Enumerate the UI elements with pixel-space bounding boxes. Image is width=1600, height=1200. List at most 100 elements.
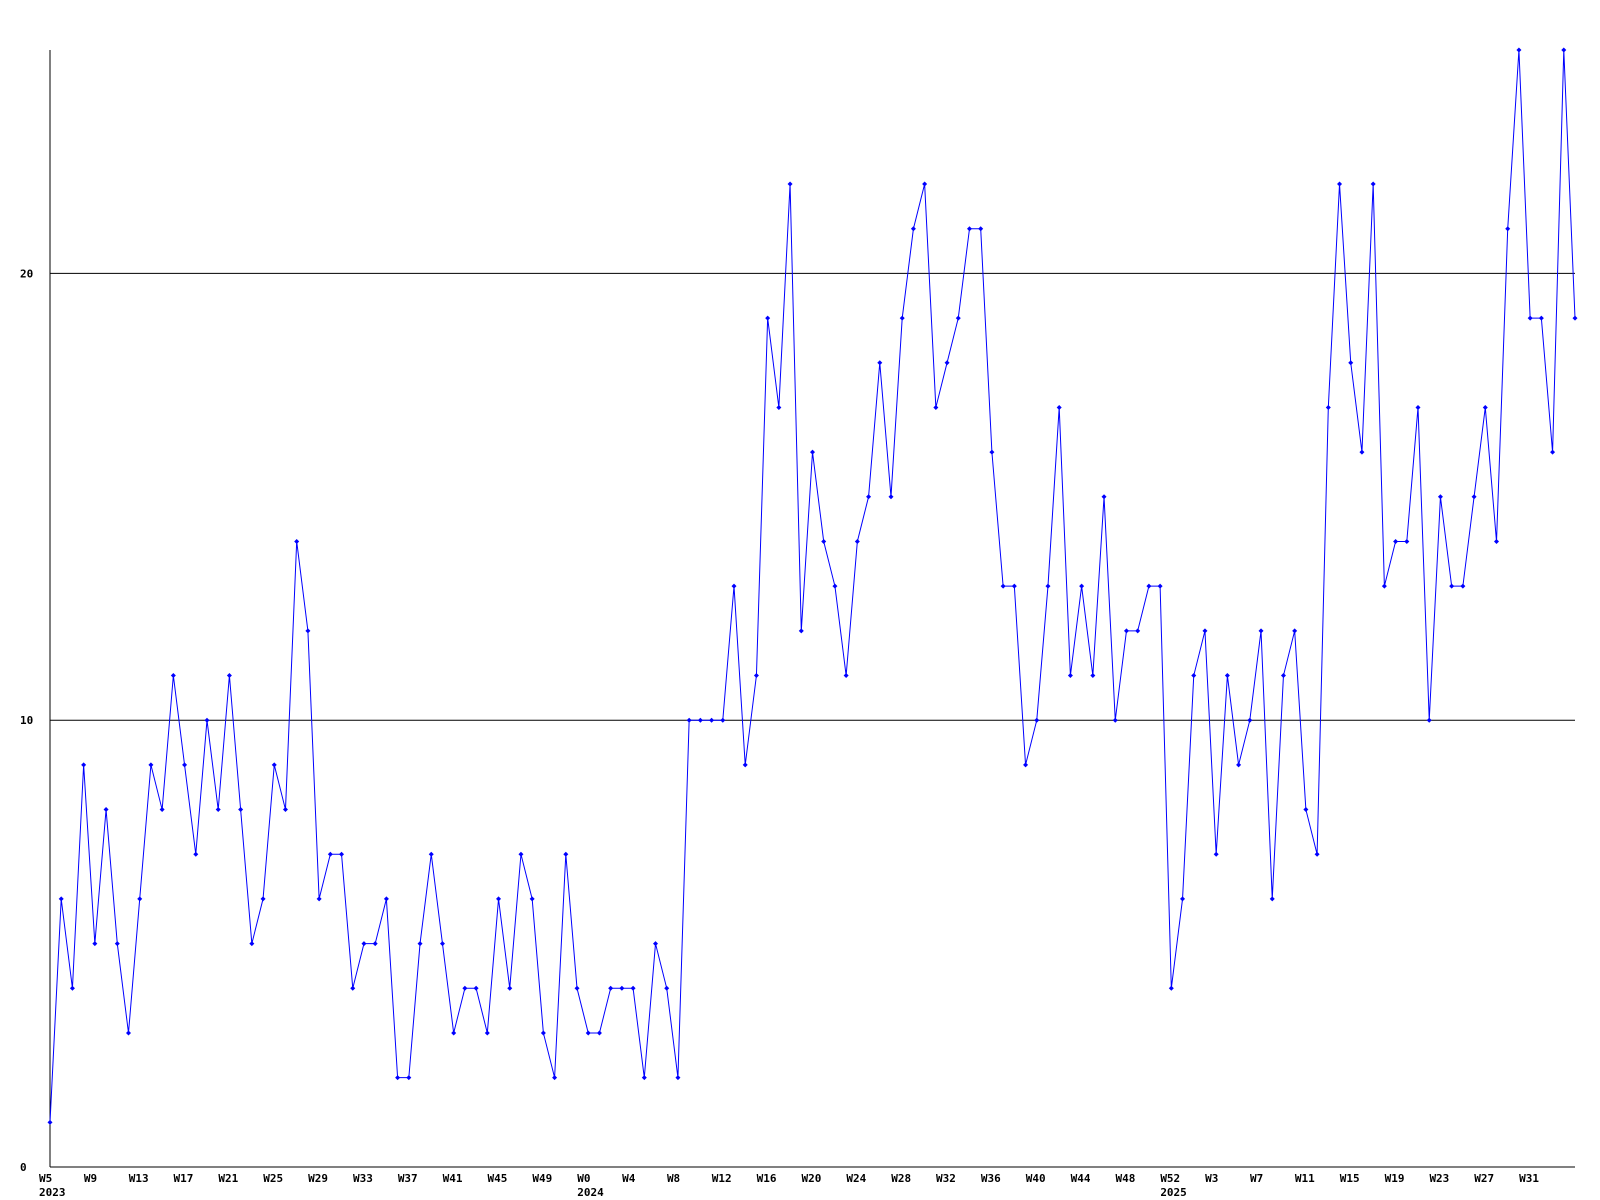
point-marker [125,1030,131,1036]
point-marker [204,717,210,723]
point-marker [619,985,625,991]
point-marker [372,941,378,947]
x-tick-label: W48 [1115,1172,1135,1185]
point-marker [978,226,984,232]
point-marker [58,896,64,902]
point-marker [709,717,715,723]
y-tick-label: 10 [20,714,33,727]
point-marker [1168,985,1174,991]
point-marker [529,896,535,902]
point-marker [518,851,524,857]
point-marker [563,851,569,857]
x-tick-label: W16 [757,1172,777,1185]
x-tick-label: W15 [1340,1172,1360,1185]
x-tick-label: W49 [532,1172,552,1185]
point-marker [776,404,782,410]
point-marker [966,226,972,232]
point-marker [294,538,300,544]
point-marker [439,941,445,947]
point-marker [630,985,636,991]
point-marker [1045,583,1051,589]
point-marker [742,762,748,768]
x-tick-label: W4 [622,1172,636,1185]
point-marker [552,1075,558,1081]
point-marker [899,315,905,321]
point-marker [1112,717,1118,723]
point-marker [496,896,502,902]
point-marker [215,807,221,813]
point-marker [1505,226,1511,232]
point-marker [821,538,827,544]
point-marker [810,449,815,455]
point-marker [148,762,154,768]
point-marker [866,494,872,500]
point-marker [1202,628,1208,634]
point-marker [1067,673,1073,679]
point-marker [585,1030,591,1036]
point-marker [608,985,614,991]
point-marker [1426,717,1432,723]
point-marker [1180,896,1186,902]
point-marker [507,985,513,991]
x-group-label: 2025 [1160,1186,1187,1199]
x-tick-label: W33 [353,1172,373,1185]
x-tick-label: W7 [1250,1172,1263,1185]
point-marker [1527,315,1533,321]
point-marker [350,985,356,991]
x-tick-label: W17 [174,1172,194,1185]
point-marker [1550,449,1556,455]
point-marker [1123,628,1129,634]
point-marker [1023,762,1029,768]
point-marker [1370,181,1376,187]
point-marker [361,941,367,947]
point-marker [731,583,737,589]
x-tick-label: W12 [712,1172,732,1185]
point-marker [238,807,244,813]
point-marker [1404,538,1410,544]
x-tick-label: W19 [1385,1172,1405,1185]
point-marker [1303,807,1309,813]
x-tick-label: W21 [218,1172,238,1185]
point-marker [451,1030,457,1036]
point-marker [260,896,266,902]
point-marker [675,1075,681,1081]
point-marker [1135,628,1141,634]
point-marker [955,315,961,321]
point-marker [1393,538,1399,544]
point-marker [697,717,703,723]
point-marker [1337,181,1343,187]
point-marker [1280,673,1286,679]
point-marker [327,851,333,857]
point-marker [103,807,109,813]
x-tick-label: W13 [129,1172,149,1185]
point-marker [1224,673,1230,679]
x-tick-label: W45 [488,1172,508,1185]
point-marker [877,360,883,366]
point-marker [1460,583,1466,589]
x-tick-label: W41 [443,1172,463,1185]
x-tick-label: W23 [1429,1172,1449,1185]
point-marker [1471,494,1477,500]
point-marker [574,985,580,991]
point-marker [271,762,277,768]
point-marker [1348,360,1354,366]
point-marker [922,181,928,187]
point-marker [417,941,423,947]
point-marker [69,985,75,991]
x-tick-label: W3 [1205,1172,1218,1185]
point-marker [1314,851,1320,857]
point-marker [664,985,670,991]
point-marker [226,673,232,679]
point-marker [910,226,916,232]
point-marker [316,896,322,902]
point-marker [653,941,659,947]
point-marker [1292,628,1298,634]
point-marker [1079,583,1085,589]
point-marker [540,1030,546,1036]
point-marker [1359,449,1365,455]
x-tick-label: W44 [1071,1172,1091,1185]
point-marker [406,1075,412,1081]
point-marker [1056,404,1062,410]
